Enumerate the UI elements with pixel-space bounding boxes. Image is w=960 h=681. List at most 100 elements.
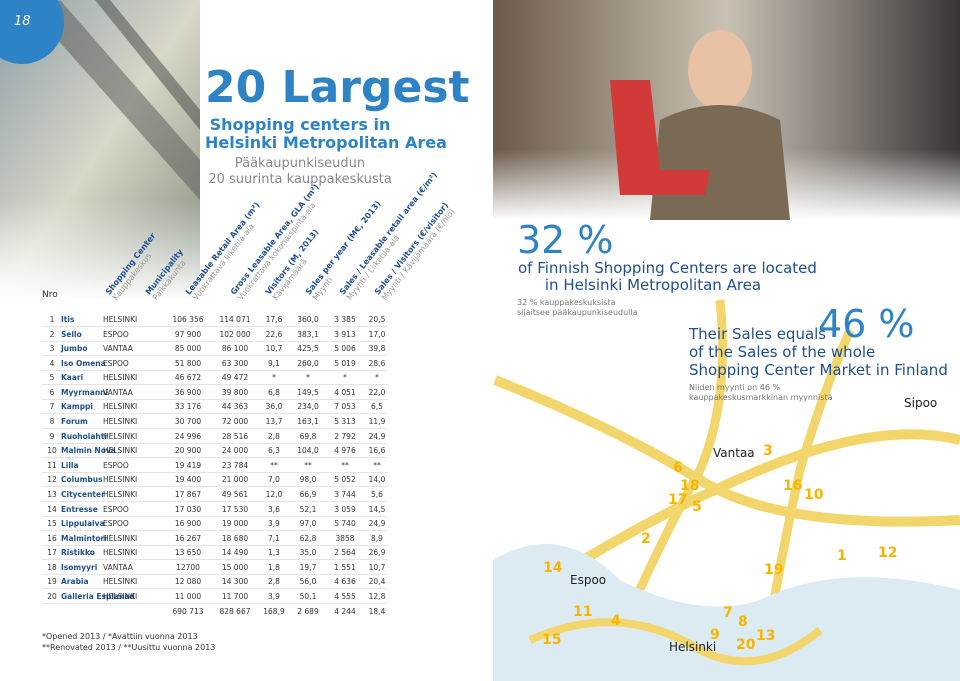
table-cell: ESPOO — [103, 519, 129, 529]
table-cell: Isomyyri — [61, 562, 98, 572]
table-cell: 14 — [47, 504, 57, 514]
row-rule — [42, 515, 387, 517]
table-cell: 14,5 — [368, 504, 386, 514]
table-cell: 5 313 — [334, 417, 356, 427]
subtitle-line: Pääkaupunkiseudun — [234, 156, 366, 171]
table-cell: 22,6 — [265, 329, 283, 339]
table-cell: 85 000 — [174, 344, 202, 354]
table-cell: 11 000 — [174, 592, 202, 602]
table-cell: HELSINKI — [103, 489, 138, 499]
table-cell: 2,8 — [268, 577, 280, 587]
title: 20 Largest — [205, 62, 470, 113]
table-cell: Sello — [61, 329, 82, 339]
table-cell: 49 561 — [221, 489, 249, 499]
row-rule — [42, 573, 387, 575]
place-label: Vantaa — [713, 446, 755, 460]
table-cell: 62,8 — [299, 533, 317, 543]
table-cell: 3 385 — [334, 315, 356, 324]
table-cell: 36 900 — [174, 387, 202, 397]
table-cell: * — [343, 373, 347, 383]
table-cell: 3 744 — [334, 489, 356, 499]
total-cell: 18,4 — [368, 607, 386, 616]
table-cell: 11 700 — [221, 592, 249, 602]
table-cell: 17,0 — [368, 329, 386, 339]
table-cell: Myyrmanni — [61, 387, 109, 397]
table-cell: * — [272, 373, 276, 383]
table-cell: HELSINKI — [103, 548, 138, 558]
table-cell: ESPOO — [103, 460, 129, 470]
table-cell: 28 516 — [221, 431, 249, 441]
subtitle-line: Shopping centers in — [209, 115, 391, 134]
table-cell: 14 300 — [221, 577, 249, 587]
table-cell: 26,9 — [368, 548, 386, 558]
table-cell: 97 900 — [174, 329, 202, 339]
total-cell: 828 667 — [219, 607, 251, 616]
table-cell: 11 — [47, 460, 57, 470]
table-cell: 3,6 — [268, 504, 280, 514]
table-cell: VANTAA — [103, 562, 133, 572]
table-cell: 16 267 — [174, 533, 202, 543]
total-cell: 4 244 — [334, 607, 356, 616]
table-cell: HELSINKI — [103, 431, 138, 441]
subtitle-line: Helsinki Metropolitan Area — [205, 133, 447, 152]
table-cell: 5 — [49, 373, 55, 383]
table-cell: 10 — [47, 446, 57, 456]
table-cell: 114 071 — [219, 315, 251, 324]
share-text: of Finnish Shopping Centers are located i… — [518, 260, 817, 294]
table-cell: Kaari — [61, 373, 84, 383]
table-cell: 5,6 — [371, 489, 383, 499]
table-cell: 33 176 — [174, 402, 202, 412]
table-cell: 3 059 — [334, 504, 356, 514]
row-rule — [42, 486, 387, 488]
table-cell: VANTAA — [103, 387, 133, 397]
table-cell: Citycenter — [61, 489, 105, 499]
table-cell: 17 867 — [174, 489, 202, 499]
table-cell: 39,8 — [368, 344, 386, 354]
table-cell: Lilla — [61, 460, 79, 470]
table-cell: 19 419 — [174, 460, 202, 470]
table-cell: 5 019 — [334, 358, 356, 368]
map-marker: 19 — [764, 562, 784, 578]
total-cell: 2 689 — [297, 607, 319, 616]
map-marker: 17 — [668, 492, 688, 508]
row-rule — [42, 442, 387, 444]
sales-text: of the Sales of the whole Shopping Center… — [689, 343, 948, 379]
table-cell: 19,7 — [299, 562, 317, 572]
table-cell: 22,0 — [368, 387, 386, 397]
table-cell: 97,0 — [299, 519, 317, 529]
table-cell: 14 490 — [221, 548, 249, 558]
map-marker: 4 — [611, 613, 621, 629]
table-cell: HELSINKI — [103, 315, 138, 324]
table-cell: 5 052 — [334, 475, 356, 485]
table-cell: 18 — [47, 562, 57, 572]
share-fi: 32 % kauppakeskuksista sijaitsee pääkaupu… — [517, 298, 638, 318]
place-label: Espoo — [570, 573, 607, 587]
table-cell: 7 053 — [334, 402, 356, 412]
table-cell: 46 672 — [174, 373, 202, 383]
table-cell: 18 680 — [221, 533, 249, 543]
row-rule — [42, 428, 387, 430]
table-cell: Iso Omena — [61, 358, 106, 368]
table-cell: 10,7 — [265, 344, 283, 354]
table-cell: 12 080 — [174, 577, 202, 587]
map-marker: 16 — [783, 478, 803, 494]
table-cell: Jumbo — [61, 344, 88, 354]
table-cell: 104,0 — [297, 446, 319, 456]
text-line: 32 % kauppakeskuksista — [517, 298, 616, 307]
table-cell: 36,0 — [265, 402, 283, 412]
table-cell: 19 400 — [174, 475, 202, 485]
table-cell: HELSINKI — [103, 533, 138, 543]
footnotes: *Opened 2013 / *Avattiin vuonna 2013 **Re… — [42, 631, 215, 653]
table-cell: Columbus — [61, 475, 103, 485]
table-cell: 86 100 — [221, 344, 249, 354]
map-marker: 10 — [804, 487, 824, 503]
map-marker: 20 — [736, 637, 756, 653]
table-cell: 149,5 — [297, 387, 319, 397]
subtitle-fi: Pääkaupunkiseudun 20 suurinta kauppakesku… — [205, 156, 395, 188]
table-cell: 13 650 — [174, 548, 202, 558]
table-cell: 12,0 — [265, 489, 283, 499]
footnote: **Renovated 2013 / **Uusittu vuonna 2013 — [42, 643, 216, 652]
table-cell: 12 — [47, 475, 57, 485]
row-rule — [42, 384, 387, 386]
